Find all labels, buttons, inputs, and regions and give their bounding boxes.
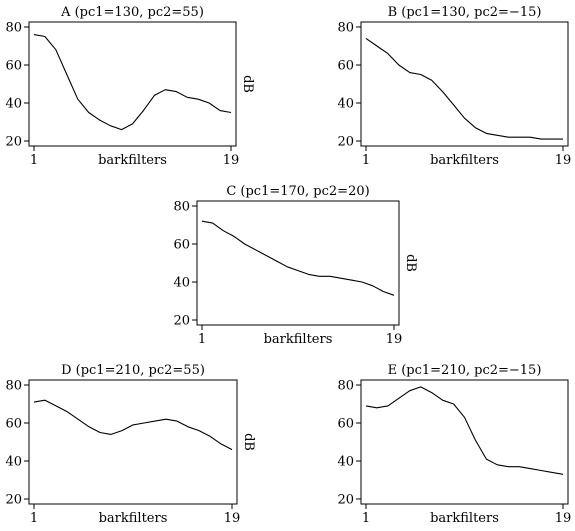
y-axis-label: dB bbox=[240, 75, 255, 93]
x-axis-label: barkfilters bbox=[430, 511, 499, 526]
series-line bbox=[365, 37, 563, 140]
y-tick-label: 20 bbox=[337, 135, 354, 150]
panel-d: D (pc1=210, pc2=55) 20 40 60 80 1 19 barkfilter… bbox=[5, 363, 256, 526]
series-line bbox=[33, 399, 233, 451]
panel-b: B (pc1=130, pc2=−15) 20 40 60 80 1 19 barkfilte… bbox=[337, 5, 575, 168]
y-tick-label: 20 bbox=[5, 493, 22, 508]
panel-title: D (pc1=210, pc2=55) bbox=[61, 363, 205, 378]
y-tick-label: 80 bbox=[337, 379, 354, 394]
plot-frame bbox=[360, 21, 569, 147]
y-tick-label: 20 bbox=[173, 314, 190, 329]
panel-title: C (pc1=170, pc2=20) bbox=[226, 184, 369, 199]
x-tick-label: 1 bbox=[362, 511, 370, 526]
x-tick-label: 1 bbox=[30, 511, 38, 526]
x-axis-label: barkfilters bbox=[99, 511, 168, 526]
x-axis-label: barkfilters bbox=[430, 153, 499, 168]
y-tick-label: 60 bbox=[337, 417, 354, 432]
y-tick-label: 60 bbox=[173, 238, 190, 253]
x-axis-label: barkfilters bbox=[98, 153, 167, 168]
x-tick-label: 19 bbox=[386, 332, 403, 347]
y-tick-label: 80 bbox=[5, 379, 22, 394]
panel-title: B (pc1=130, pc2=−15) bbox=[388, 5, 542, 20]
plot-frame bbox=[28, 379, 238, 505]
y-axis-label: dB bbox=[241, 433, 256, 451]
plot-frame bbox=[360, 379, 569, 505]
y-tick-label: 60 bbox=[5, 417, 22, 432]
y-tick-label: 80 bbox=[173, 200, 190, 215]
panel-c: C (pc1=170, pc2=20) 20 40 60 80 1 19 barkfilter… bbox=[173, 184, 418, 347]
x-axis-label: barkfilters bbox=[264, 332, 333, 347]
y-axis-label: dB bbox=[572, 75, 575, 93]
series-line bbox=[201, 220, 395, 296]
x-tick-label: 1 bbox=[198, 332, 206, 347]
y-axis-label: dB bbox=[572, 433, 575, 451]
plot-frame bbox=[196, 200, 400, 326]
y-tick-label: 60 bbox=[5, 59, 22, 74]
y-tick-label: 40 bbox=[337, 97, 354, 112]
y-tick-label: 20 bbox=[5, 135, 22, 150]
y-tick-label: 80 bbox=[337, 21, 354, 36]
x-tick-label: 19 bbox=[555, 153, 572, 168]
panel-e: E (pc1=210, pc2=−15) 20 40 60 80 1 19 barkfilte… bbox=[337, 363, 575, 526]
y-tick-label: 20 bbox=[337, 493, 354, 508]
series-line bbox=[33, 34, 232, 131]
x-tick-label: 1 bbox=[30, 153, 38, 168]
x-tick-label: 1 bbox=[362, 153, 370, 168]
y-axis-label: dB bbox=[403, 254, 418, 272]
y-tick-label: 80 bbox=[5, 21, 22, 36]
plot-frame bbox=[28, 21, 237, 147]
y-tick-label: 60 bbox=[337, 59, 354, 74]
y-tick-label: 40 bbox=[5, 455, 22, 470]
panel-a: A (pc1=130, pc2=55) 20 40 60 80 1 19 barkfilter… bbox=[5, 5, 255, 168]
x-tick-label: 19 bbox=[224, 511, 241, 526]
panel-title: E (pc1=210, pc2=−15) bbox=[388, 363, 542, 378]
y-tick-label: 40 bbox=[337, 455, 354, 470]
x-tick-label: 19 bbox=[223, 153, 240, 168]
y-tick-label: 40 bbox=[173, 276, 190, 291]
x-tick-label: 19 bbox=[555, 511, 572, 526]
y-tick-label: 40 bbox=[5, 97, 22, 112]
series-line bbox=[365, 386, 564, 475]
panel-title: A (pc1=130, pc2=55) bbox=[60, 5, 204, 20]
